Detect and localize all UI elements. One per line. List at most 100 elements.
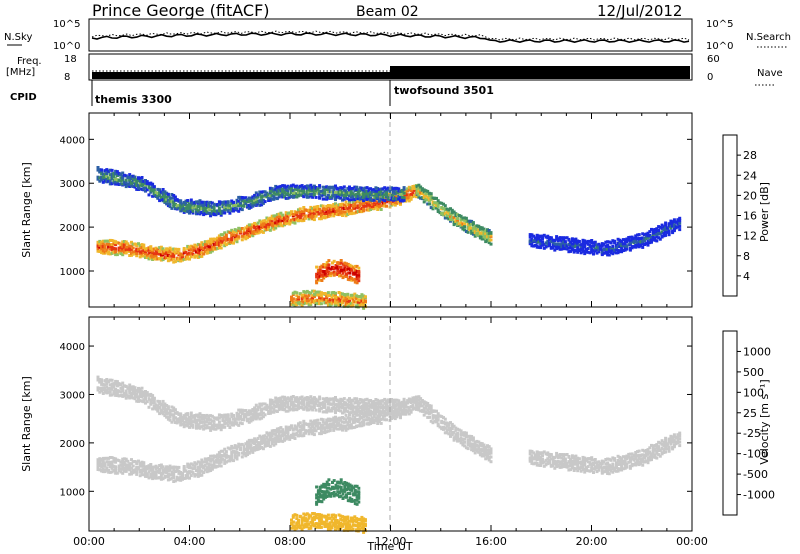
echo-cell bbox=[318, 401, 322, 405]
echo-cell bbox=[121, 385, 125, 389]
echo-cell bbox=[154, 246, 158, 250]
echo-cell bbox=[560, 239, 564, 243]
echo-cell bbox=[147, 257, 151, 261]
echo-cell bbox=[338, 274, 341, 278]
echo-cell bbox=[281, 395, 285, 399]
echo-cell bbox=[348, 275, 352, 279]
echo-cell bbox=[321, 423, 325, 427]
echo-cell bbox=[135, 252, 139, 255]
echo-cell bbox=[302, 219, 306, 222]
echo-cell bbox=[664, 221, 668, 225]
echo-cell bbox=[147, 470, 151, 474]
echo-cell bbox=[450, 210, 454, 214]
echo-cell bbox=[298, 434, 302, 437]
echo-cell bbox=[191, 467, 195, 471]
echo-cell bbox=[445, 215, 449, 219]
echo-cell bbox=[300, 398, 304, 402]
echo-cell bbox=[627, 236, 631, 239]
echo-cell bbox=[207, 208, 211, 212]
echo-cell bbox=[332, 193, 336, 197]
echo-cell bbox=[370, 205, 374, 209]
echo-cell bbox=[614, 243, 618, 247]
echo-cell bbox=[288, 222, 292, 226]
echo-cell bbox=[618, 242, 622, 246]
echo-cell bbox=[226, 230, 230, 234]
echo-cell bbox=[325, 298, 329, 302]
echo-cell bbox=[96, 177, 100, 181]
echo-cell bbox=[370, 419, 374, 422]
echo-cell bbox=[184, 250, 188, 254]
echo-cell bbox=[281, 431, 285, 435]
echo-cell bbox=[182, 251, 186, 255]
echo-cell bbox=[122, 248, 126, 252]
echo-cell bbox=[182, 203, 186, 207]
echo-cell bbox=[422, 196, 426, 200]
echo-cell bbox=[253, 226, 257, 230]
echo-cell bbox=[341, 403, 344, 407]
echo-cell bbox=[297, 219, 300, 222]
echo-cell bbox=[288, 220, 292, 223]
echo-cell bbox=[297, 295, 300, 299]
echo-cell bbox=[275, 436, 279, 440]
echo-cell bbox=[334, 291, 337, 295]
echo-cell bbox=[411, 400, 415, 404]
echo-cell bbox=[288, 428, 292, 432]
echo-cell bbox=[253, 416, 257, 420]
echo-cell bbox=[316, 424, 320, 428]
echo-cell bbox=[307, 190, 311, 194]
echo-cell bbox=[181, 258, 184, 262]
echo-cell bbox=[101, 251, 105, 255]
echo-cell bbox=[128, 383, 132, 387]
echo-cell bbox=[374, 186, 378, 190]
echo-cell bbox=[379, 413, 383, 417]
echo-cell bbox=[334, 415, 337, 419]
echo-cell bbox=[261, 194, 265, 198]
echo-cell bbox=[293, 301, 297, 305]
echo-cell bbox=[297, 434, 300, 437]
echo-cell bbox=[156, 187, 160, 191]
echo-cell bbox=[165, 412, 169, 416]
echo-cell bbox=[240, 408, 244, 412]
echo-cell bbox=[438, 211, 442, 215]
echo-cell bbox=[131, 468, 135, 472]
echo-cell bbox=[646, 239, 650, 243]
echo-cell bbox=[181, 477, 184, 481]
echo-cell bbox=[534, 236, 537, 240]
echo-cell bbox=[357, 273, 361, 277]
echo-cell bbox=[427, 202, 431, 206]
echo-cell bbox=[406, 409, 410, 413]
echo-cell bbox=[427, 193, 431, 197]
echo-cell bbox=[232, 200, 235, 204]
echo-cell bbox=[207, 467, 211, 471]
echo-cell bbox=[457, 214, 461, 217]
echo-cell bbox=[335, 195, 339, 199]
echo-cell bbox=[362, 418, 366, 422]
echo-cell bbox=[311, 214, 315, 218]
echo-cell bbox=[602, 242, 606, 246]
echo-cell bbox=[297, 188, 300, 192]
echo-cell bbox=[265, 408, 269, 412]
echo-cell bbox=[482, 237, 486, 241]
echo-cell bbox=[214, 458, 218, 462]
echo-cell bbox=[144, 250, 147, 254]
echo-cell bbox=[202, 200, 206, 204]
echo-cell bbox=[202, 464, 206, 468]
echo-cell bbox=[100, 172, 104, 176]
echo-cell bbox=[151, 249, 155, 253]
echo-cell bbox=[332, 291, 336, 294]
echo-cell bbox=[356, 303, 360, 307]
echo-cell bbox=[135, 181, 139, 184]
echo-cell bbox=[332, 273, 336, 276]
echo-cell bbox=[300, 293, 304, 297]
echo-cell bbox=[332, 300, 336, 304]
echo-cell bbox=[219, 449, 223, 453]
echo-cell bbox=[186, 473, 190, 477]
echo-cell bbox=[244, 451, 248, 455]
echo-cell bbox=[244, 201, 248, 205]
echo-cell bbox=[295, 408, 299, 412]
echo-cell bbox=[244, 226, 248, 230]
echo-cell bbox=[388, 404, 392, 408]
echo-cell bbox=[161, 403, 165, 407]
echo-cell bbox=[149, 245, 153, 249]
echo-cell bbox=[330, 406, 334, 410]
